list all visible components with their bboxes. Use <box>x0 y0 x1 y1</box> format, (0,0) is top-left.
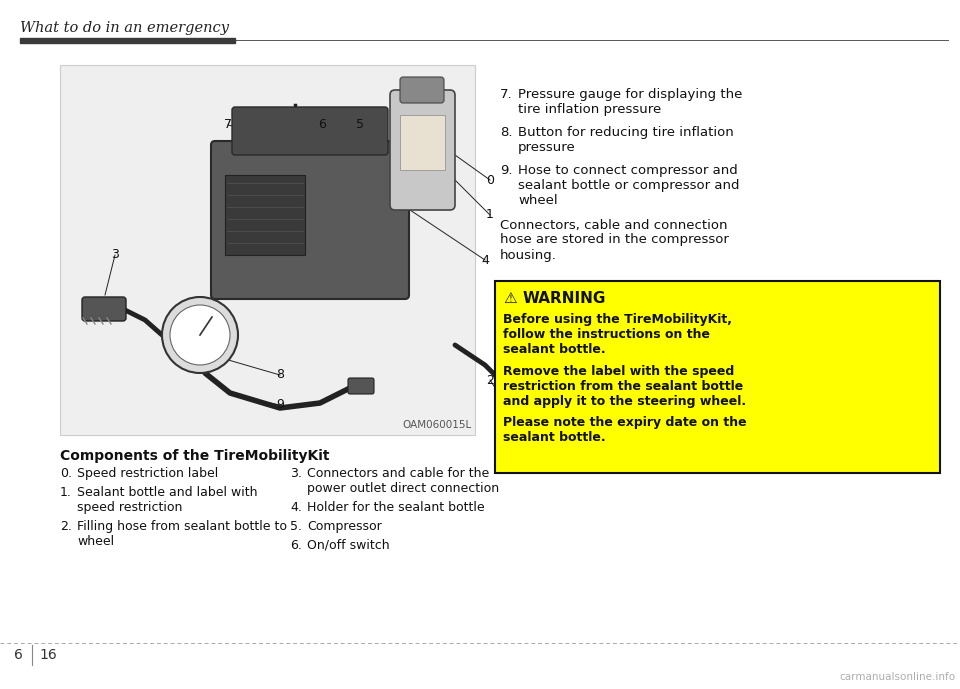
FancyBboxPatch shape <box>508 403 530 417</box>
Text: 8.: 8. <box>500 126 513 139</box>
Bar <box>225 175 305 255</box>
Bar <box>20 38 235 43</box>
Text: 6: 6 <box>13 648 22 662</box>
Text: 4: 4 <box>481 254 489 267</box>
Text: 2.: 2. <box>60 520 72 533</box>
Text: 5: 5 <box>356 119 364 132</box>
Text: Before using the TireMobilityKit,
follow the instructions on the
sealant bottle.: Before using the TireMobilityKit, follow… <box>503 313 732 356</box>
Bar <box>60 65 475 435</box>
Circle shape <box>162 297 238 373</box>
FancyBboxPatch shape <box>211 141 409 299</box>
Text: On/off switch: On/off switch <box>307 539 390 552</box>
FancyBboxPatch shape <box>390 90 455 210</box>
FancyBboxPatch shape <box>82 297 126 321</box>
Text: Speed restriction label: Speed restriction label <box>77 467 218 480</box>
Bar <box>495 281 940 473</box>
Text: What to do in an emergency: What to do in an emergency <box>20 21 229 35</box>
Text: 1.: 1. <box>60 486 72 499</box>
FancyBboxPatch shape <box>232 107 388 155</box>
Text: Hose to connect compressor and
sealant bottle or compressor and
wheel: Hose to connect compressor and sealant b… <box>518 164 739 207</box>
Text: 5.: 5. <box>290 520 302 533</box>
Text: 7: 7 <box>224 119 232 132</box>
Text: 4.: 4. <box>290 501 301 514</box>
Text: Filling hose from sealant bottle to
wheel: Filling hose from sealant bottle to whee… <box>77 520 287 548</box>
Text: 1: 1 <box>486 209 494 221</box>
Text: 9: 9 <box>276 398 284 411</box>
Text: Components of the TireMobilityKit: Components of the TireMobilityKit <box>60 449 329 463</box>
Text: Connectors and cable for the
power outlet direct connection: Connectors and cable for the power outle… <box>307 467 499 495</box>
Text: ⚠: ⚠ <box>503 291 516 306</box>
Circle shape <box>170 305 230 365</box>
Text: Remove the label with the speed
restriction from the sealant bottle
and apply it: Remove the label with the speed restrict… <box>503 364 746 407</box>
Text: Holder for the sealant bottle: Holder for the sealant bottle <box>307 501 485 514</box>
Text: carmanualsonline.info: carmanualsonline.info <box>839 672 955 682</box>
Text: 0: 0 <box>486 174 494 187</box>
Text: WARNING: WARNING <box>523 291 607 306</box>
Text: Compressor: Compressor <box>307 520 382 533</box>
FancyBboxPatch shape <box>400 77 444 103</box>
Text: 3.: 3. <box>290 467 301 480</box>
Text: 9.: 9. <box>500 164 513 177</box>
Text: 6: 6 <box>318 119 326 132</box>
Text: 7.: 7. <box>500 88 513 101</box>
Text: 16: 16 <box>39 648 57 662</box>
Text: 6.: 6. <box>290 539 301 552</box>
Text: OAM060015L: OAM060015L <box>403 420 472 430</box>
Text: 3: 3 <box>111 249 119 262</box>
Text: Pressure gauge for displaying the
tire inflation pressure: Pressure gauge for displaying the tire i… <box>518 88 742 116</box>
Text: 8: 8 <box>276 369 284 382</box>
Text: 0.: 0. <box>60 467 72 480</box>
Bar <box>400 115 445 170</box>
Text: Please note the expiry date on the
sealant bottle.: Please note the expiry date on the seala… <box>503 416 747 444</box>
Text: Button for reducing tire inflation
pressure: Button for reducing tire inflation press… <box>518 126 733 154</box>
FancyBboxPatch shape <box>348 378 374 394</box>
Text: Sealant bottle and label with
speed restriction: Sealant bottle and label with speed rest… <box>77 486 257 514</box>
Text: Connectors, cable and connection
hose are stored in the compressor
housing.: Connectors, cable and connection hose ar… <box>500 218 729 262</box>
Text: 2: 2 <box>486 373 494 387</box>
